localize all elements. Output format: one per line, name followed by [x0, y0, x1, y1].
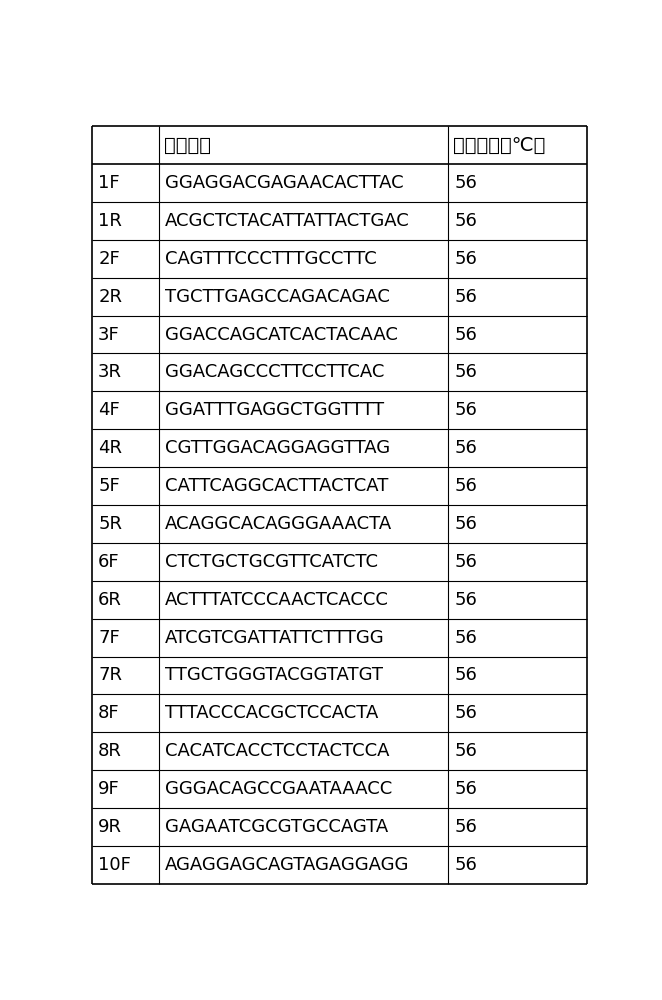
- Text: 56: 56: [454, 704, 477, 722]
- Text: 4F: 4F: [98, 401, 120, 419]
- Text: CATTCAGGCACTTACTCAT: CATTCAGGCACTTACTCAT: [165, 477, 389, 495]
- Text: GGACCAGCATCACTACAAC: GGACCAGCATCACTACAAC: [165, 326, 398, 344]
- Text: 退火温度（℃）: 退火温度（℃）: [453, 136, 545, 155]
- Text: 4R: 4R: [98, 439, 122, 457]
- Text: 6F: 6F: [98, 553, 120, 571]
- Text: CACATCACCTCCTACTCCA: CACATCACCTCCTACTCCA: [165, 742, 389, 760]
- Text: 56: 56: [454, 174, 477, 192]
- Text: 7R: 7R: [98, 666, 122, 684]
- Text: 56: 56: [454, 477, 477, 495]
- Text: 56: 56: [454, 288, 477, 306]
- Text: GGATTTGAGGCTGGTTTT: GGATTTGAGGCTGGTTTT: [165, 401, 384, 419]
- Text: 1F: 1F: [98, 174, 120, 192]
- Text: ATCGTCGATTATTCTTTGG: ATCGTCGATTATTCTTTGG: [165, 629, 385, 647]
- Text: 3R: 3R: [98, 363, 122, 381]
- Text: 2F: 2F: [98, 250, 120, 268]
- Text: TTGCTGGGTACGGTATGT: TTGCTGGGTACGGTATGT: [165, 666, 383, 684]
- Text: 56: 56: [454, 666, 477, 684]
- Text: CAGTTTCCCTTTGCCTTC: CAGTTTCCCTTTGCCTTC: [165, 250, 377, 268]
- Text: ACTTTATCCCAACTCACCC: ACTTTATCCCAACTCACCC: [165, 591, 389, 609]
- Text: 56: 56: [454, 629, 477, 647]
- Text: CTCTGCTGCGTTCATCTC: CTCTGCTGCGTTCATCTC: [165, 553, 378, 571]
- Text: GGGACAGCCGAATAAACC: GGGACAGCCGAATAAACC: [165, 780, 392, 798]
- Text: 1R: 1R: [98, 212, 122, 230]
- Text: 10F: 10F: [98, 856, 131, 874]
- Text: 56: 56: [454, 515, 477, 533]
- Text: TGCTTGAGCCAGACAGAC: TGCTTGAGCCAGACAGAC: [165, 288, 390, 306]
- Text: 56: 56: [454, 742, 477, 760]
- Text: 56: 56: [454, 818, 477, 836]
- Text: 8R: 8R: [98, 742, 122, 760]
- Text: 5F: 5F: [98, 477, 120, 495]
- Text: GGAGGACGAGAACACTTAC: GGAGGACGAGAACACTTAC: [165, 174, 404, 192]
- Text: TTTACCCACGCTCCACTA: TTTACCCACGCTCCACTA: [165, 704, 378, 722]
- Text: GAGAATCGCGTGCCAGTA: GAGAATCGCGTGCCAGTA: [165, 818, 388, 836]
- Text: 9F: 9F: [98, 780, 120, 798]
- Text: AGAGGAGCAGTAGAGGAGG: AGAGGAGCAGTAGAGGAGG: [165, 856, 409, 874]
- Text: 56: 56: [454, 250, 477, 268]
- Text: 7F: 7F: [98, 629, 120, 647]
- Text: 8F: 8F: [98, 704, 120, 722]
- Text: 56: 56: [454, 856, 477, 874]
- Text: 56: 56: [454, 401, 477, 419]
- Text: 56: 56: [454, 326, 477, 344]
- Text: 56: 56: [454, 212, 477, 230]
- Text: 56: 56: [454, 780, 477, 798]
- Text: GGACAGCCCTTCCTTCAC: GGACAGCCCTTCCTTCAC: [165, 363, 384, 381]
- Text: 56: 56: [454, 591, 477, 609]
- Text: 5R: 5R: [98, 515, 122, 533]
- Text: 3F: 3F: [98, 326, 120, 344]
- Text: 56: 56: [454, 553, 477, 571]
- Text: 6R: 6R: [98, 591, 122, 609]
- Text: 9R: 9R: [98, 818, 122, 836]
- Text: 2R: 2R: [98, 288, 122, 306]
- Text: ACAGGCACAGGGAAACTA: ACAGGCACAGGGAAACTA: [165, 515, 392, 533]
- Text: 引物序列: 引物序列: [164, 136, 211, 155]
- Text: 56: 56: [454, 439, 477, 457]
- Text: CGTTGGACAGGAGGTTAG: CGTTGGACAGGAGGTTAG: [165, 439, 390, 457]
- Text: ACGCTCTACATTATTACTGAC: ACGCTCTACATTATTACTGAC: [165, 212, 410, 230]
- Text: 56: 56: [454, 363, 477, 381]
